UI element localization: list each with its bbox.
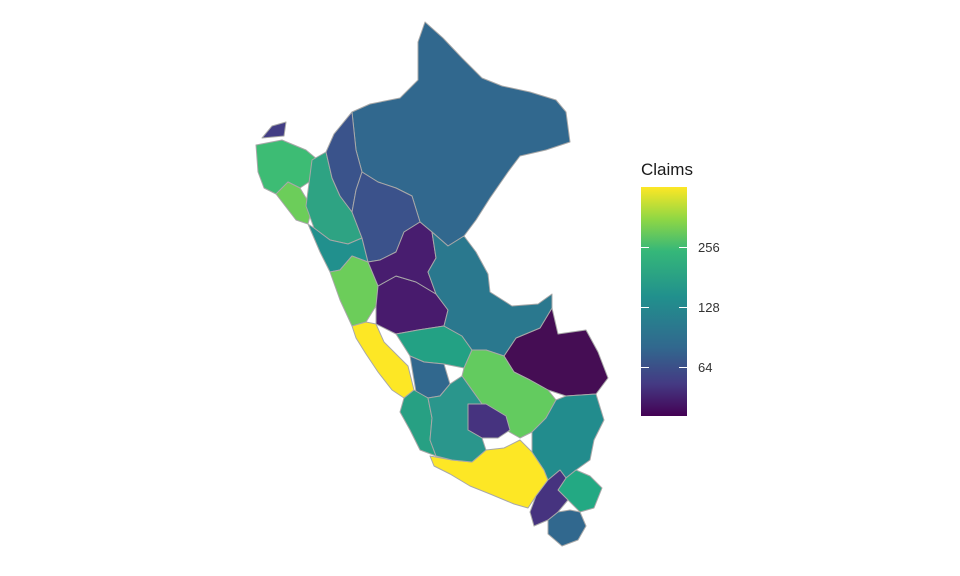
region-amazonas <box>325 111 363 213</box>
region-tacna-south <box>547 509 587 547</box>
region-tumbes <box>261 121 287 139</box>
legend-title: Claims <box>641 160 693 179</box>
legend-tick-label-256: 256 <box>698 240 720 255</box>
legend-tick-label-64: 64 <box>698 360 713 375</box>
legend: Claims 64 128 256 <box>641 158 761 428</box>
legend-tick-label-128: 128 <box>698 300 720 315</box>
region-moquegua <box>529 469 569 527</box>
region-ucayali <box>427 231 553 357</box>
region-ayacucho <box>427 375 487 463</box>
legend-colorbar <box>641 187 687 416</box>
